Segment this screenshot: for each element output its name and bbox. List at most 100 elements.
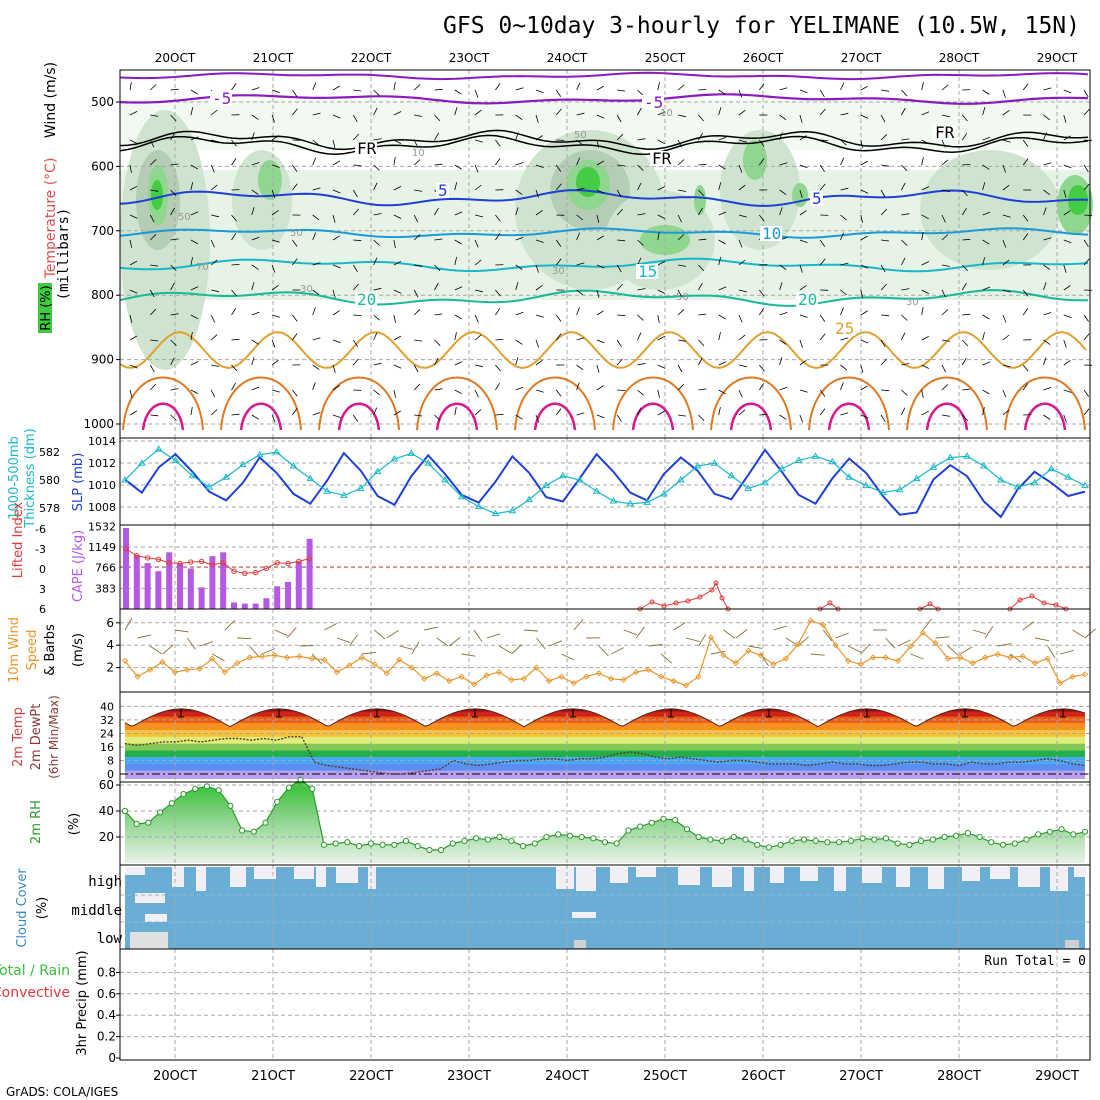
- wind-speed-marker: [944, 655, 952, 662]
- upper-air-wind-barb: [434, 88, 443, 91]
- upper-air-wind-barb: [698, 339, 705, 347]
- upper-air-wind-barb: [840, 187, 849, 191]
- upper-air-wind-barb: [1063, 314, 1072, 318]
- upper-air-wind-barb: [1083, 89, 1089, 98]
- wind-barb: [673, 622, 686, 631]
- upper-air-wind-barb: [231, 413, 240, 416]
- upper-air-wind-barb: [799, 264, 803, 273]
- lifted-index-marker: [673, 600, 679, 606]
- upper-air-wind-barb: [495, 413, 504, 416]
- upper-air-wind-barb: [1063, 164, 1072, 169]
- upper-air-wind-barb: [1043, 87, 1052, 91]
- thickness-marker: [239, 460, 247, 468]
- rh-marker: [332, 840, 339, 847]
- upper-air-wind-barb: [454, 182, 458, 191]
- wind-barb: [897, 639, 911, 647]
- lifted-index-marker: [927, 601, 933, 607]
- upper-air-wind-barb: [312, 382, 316, 391]
- upper-air-wind-barb: [637, 288, 646, 291]
- upper-air-wind-barb: [1063, 135, 1071, 141]
- upper-air-wind-barb: [901, 332, 906, 341]
- contour-label: 20: [357, 290, 376, 309]
- upper-air-wind-barb: [799, 135, 807, 141]
- li-ytick: -3: [35, 543, 46, 556]
- upper-air-wind-barb: [596, 139, 600, 148]
- upper-air-wind-barb: [921, 111, 930, 116]
- upper-air-wind-barb: [150, 339, 159, 342]
- wind-speed-marker: [258, 653, 266, 660]
- upper-air-wind-barb: [799, 210, 807, 216]
- upper-air-wind-barb: [779, 312, 788, 316]
- rh-marker: [121, 807, 129, 815]
- upper-air-wind-barb: [474, 409, 482, 416]
- upper-air-wind-barb: [393, 186, 402, 191]
- upper-air-wind-barb: [718, 361, 727, 366]
- upper-air-wind-barb: [353, 239, 362, 242]
- upper-air-wind-barb: [393, 364, 402, 369]
- wind-speed-marker: [1044, 655, 1051, 662]
- upper-air-wind-barb: [393, 111, 402, 116]
- upper-air-wind-barb: [413, 214, 419, 223]
- upper-air-wind-barb: [941, 234, 949, 241]
- rh-marker: [239, 827, 246, 834]
- upper-air-wind-barb: [880, 208, 887, 216]
- upper-air-wind-barb: [292, 389, 298, 397]
- thickness-marker: [373, 467, 382, 475]
- rh-marker: [976, 833, 983, 841]
- upper-air-wind-barb: [535, 314, 544, 318]
- thickness-marker: [862, 481, 870, 489]
- lifted-index-marker: [661, 603, 667, 609]
- upper-air-wind-barb: [454, 407, 457, 416]
- rh-marker: [473, 835, 480, 842]
- wind-speed-marker: [171, 668, 179, 676]
- upper-air-wind-barb: [150, 84, 157, 91]
- thickness-marker: [306, 474, 315, 482]
- upper-air-wind-barb: [758, 158, 765, 166]
- contour-35-bump-5: [631, 402, 675, 431]
- contour-30-bump-1: [220, 376, 302, 431]
- contour-label-bg: [760, 226, 782, 241]
- rh-marker: [929, 836, 936, 843]
- temp-color-band: [125, 770, 1085, 780]
- wind-speed-marker: [483, 672, 490, 679]
- upper-air-wind-barb: [475, 364, 483, 368]
- rh-marker: [356, 843, 363, 850]
- thickness-marker: [121, 476, 129, 483]
- contour-30-bump-5: [612, 376, 694, 431]
- rh-marker: [379, 841, 386, 848]
- contour-label-bg: [210, 91, 232, 106]
- upper-air-wind-barb: [617, 164, 626, 167]
- upper-air-wind-barb: [129, 410, 138, 416]
- upper-air-wind-barb: [190, 286, 199, 291]
- contour-35-bump-8: [925, 402, 969, 431]
- bottom-date-label: 21OCT: [251, 1069, 295, 1084]
- wind-speed-marker: [707, 634, 715, 641]
- thickness-marker: [609, 497, 618, 504]
- cloud-fill: [125, 867, 1085, 949]
- upper-air-wind-barb: [881, 239, 890, 242]
- contour-30-bump-2: [318, 376, 400, 431]
- upper-air-wind-barb: [758, 214, 765, 222]
- thickness-marker: [946, 453, 955, 461]
- upper-air-wind-barb: [515, 339, 523, 345]
- rh-marker: [800, 836, 808, 843]
- lifted-index-marker: [306, 555, 313, 562]
- upper-air-wind-barb: [373, 314, 380, 321]
- upper-air-wind-barb: [596, 264, 605, 269]
- upper-air-wind-barb: [129, 111, 138, 116]
- rh-marker: [941, 833, 948, 841]
- upper-air-wind-barb: [616, 264, 622, 273]
- li-ytick: -6: [35, 523, 46, 536]
- wind-speed-marker: [433, 670, 440, 677]
- rh-blob-1d: [151, 180, 163, 210]
- upper-air-wind-barb: [231, 338, 240, 341]
- upper-air-wind-barb: [616, 133, 624, 141]
- cloud-high-gap: [1050, 867, 1068, 891]
- rh-marker: [625, 827, 632, 834]
- upper-air-wind-barb: [454, 136, 463, 141]
- upper-air-wind-barb: [779, 132, 783, 141]
- upper-air-wind-barb: [251, 162, 260, 166]
- upper-air-wind-barb: [353, 208, 359, 216]
- upper-air-wind-barb: [393, 289, 402, 294]
- rh-marker: [519, 843, 527, 850]
